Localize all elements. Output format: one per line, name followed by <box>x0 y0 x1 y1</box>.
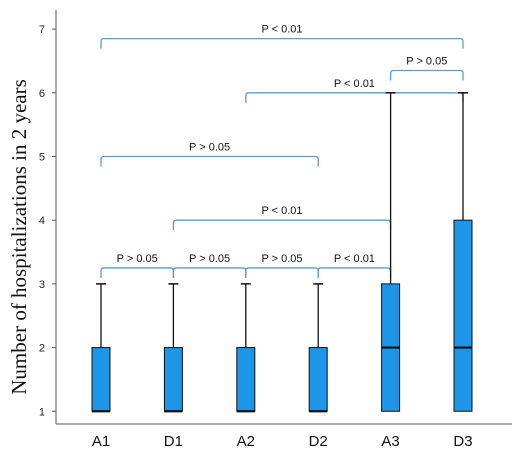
bracket: P > 0.05 <box>100 141 319 167</box>
bracket: P > 0.05 <box>389 56 464 81</box>
bracket-label: P > 0.05 <box>261 253 302 265</box>
bracket-line <box>172 267 247 278</box>
box-a1 <box>91 283 111 413</box>
bracket: P < 0.01 <box>172 205 392 231</box>
bracket-line <box>100 267 175 278</box>
x-tick-label: A1 <box>92 433 110 450</box>
bracket: P > 0.05 <box>100 253 175 278</box>
bracket-line <box>245 267 319 278</box>
box-d2 <box>308 283 328 413</box>
bracket: P < 0.01 <box>317 253 392 278</box>
bracket: P > 0.05 <box>245 253 319 278</box>
y-tick-label: 4 <box>39 215 45 227</box>
axes: 1 2 3 4 5 6 7 A1 D1 A2 D2 A3 D3 <box>39 10 512 450</box>
boxes <box>91 92 473 413</box>
bracket-label: P < 0.01 <box>261 24 302 36</box>
x-tick-label: A3 <box>381 433 399 450</box>
box-body <box>91 347 111 412</box>
x-tick-label: A2 <box>237 433 255 450</box>
y-tick-label: 5 <box>39 151 45 163</box>
bracket: P > 0.05 <box>172 253 247 278</box>
bracket-line <box>100 155 319 167</box>
y-axis-title: Number of hospitalizations in 2 years <box>7 79 31 395</box>
bracket: P < 0.01 <box>100 24 464 49</box>
bracket-label: P > 0.05 <box>406 56 447 68</box>
box-d1 <box>163 283 183 413</box>
x-tick-label: D1 <box>164 433 183 450</box>
bracket-label: P > 0.05 <box>189 253 230 265</box>
box-a2 <box>236 283 256 413</box>
y-tick-label: 6 <box>39 88 45 100</box>
bracket-label: P > 0.05 <box>189 141 230 153</box>
y-tick-label: 2 <box>39 343 45 355</box>
box-body <box>236 347 256 412</box>
y-tick-label: 1 <box>39 406 45 418</box>
x-tick-label: D2 <box>309 433 328 450</box>
comparison-brackets: P < 0.01 P > 0.05 P < 0.01 P > 0.05 P < 0.01… <box>100 24 464 278</box>
x-tick-label: D3 <box>453 433 472 450</box>
bracket-line <box>389 69 464 81</box>
bracket-line <box>245 92 464 103</box>
y-tick-label: 7 <box>39 24 45 36</box>
box-a3 <box>381 92 401 412</box>
bracket-label: P < 0.01 <box>334 253 375 265</box>
bracket-label: P > 0.05 <box>117 253 158 265</box>
bracket: P < 0.01 <box>245 78 464 103</box>
bracket-line <box>172 219 392 231</box>
box-body <box>163 347 183 412</box>
bracket-label: P < 0.01 <box>261 205 302 217</box>
box-body <box>453 219 473 412</box>
bracket-label: P < 0.01 <box>334 78 375 90</box>
y-tick-label: 3 <box>39 279 45 291</box>
box-d3 <box>453 92 473 412</box>
bracket-line <box>317 267 392 278</box>
bracket-line <box>100 38 464 49</box>
box-body <box>308 347 328 412</box>
